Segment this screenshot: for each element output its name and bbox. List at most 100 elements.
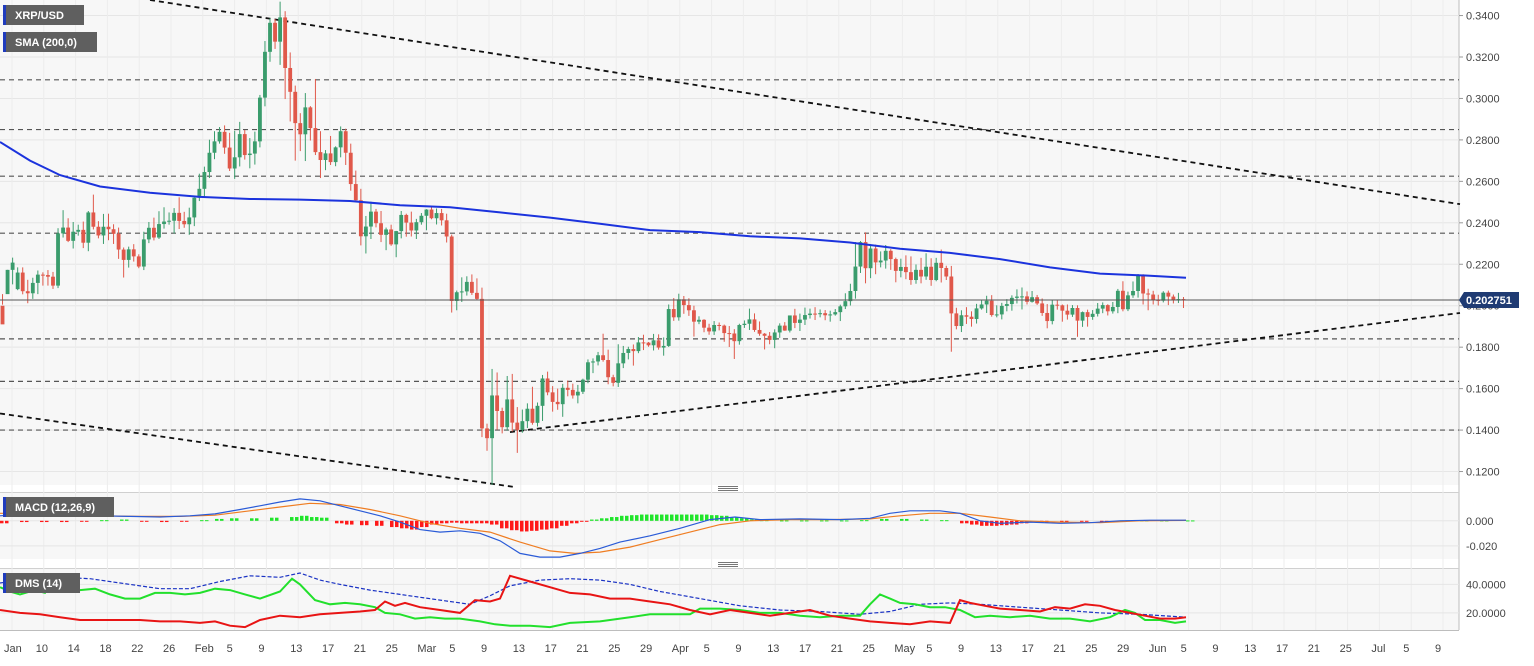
candle-body (823, 313, 828, 316)
drag-handle-icon[interactable] (718, 486, 738, 491)
macd-panel-background (0, 492, 1459, 559)
candle-body (1131, 291, 1135, 296)
candle-body (868, 248, 873, 269)
candle-body (353, 184, 358, 201)
macd-histogram-bar (885, 518, 889, 521)
candle-body (954, 313, 959, 327)
trendline (149, 0, 1461, 206)
macd-histogram-bar (485, 520, 489, 524)
candle-body (974, 308, 979, 319)
macd-histogram-bar (980, 520, 984, 526)
candle-body (540, 378, 545, 406)
macd-histogram-bar (275, 517, 279, 521)
macd-histogram-bar (495, 520, 499, 525)
macd-histogram-bar (505, 520, 509, 529)
macd-histogram-bar (270, 517, 274, 521)
macd-histogram-bar (165, 520, 169, 523)
candle-body (979, 304, 984, 309)
candle-body (848, 291, 853, 302)
candle-body (1055, 304, 1060, 306)
macd-histogram-bar (310, 517, 314, 521)
macd-histogram-bar (600, 518, 604, 521)
candle-body (35, 274, 40, 283)
time-tick-label: 9 (735, 643, 741, 655)
candle-body (838, 306, 843, 313)
price-axis: 0.12000.14000.16000.18000.20000.22000.24… (1459, 11, 1500, 479)
macd-histogram-bar (820, 520, 824, 522)
candle-body (863, 242, 868, 269)
candle-body (152, 227, 156, 238)
candle-body (490, 395, 494, 439)
macd-histogram-bar (230, 518, 234, 521)
price-tick-label: 0.2200 (1466, 259, 1500, 271)
candle-body (1025, 296, 1029, 302)
candle-body (278, 17, 283, 42)
candle-body (25, 291, 30, 294)
macd-histogram-bar (445, 520, 449, 524)
candle-body (485, 428, 489, 439)
candle-body (853, 266, 858, 291)
candle-body (747, 319, 752, 324)
macd-histogram-bar (680, 514, 684, 521)
candle-body (1065, 310, 1070, 315)
time-axis: Jan 10 14 18 22 26 Feb 5 9 13 17 21 25 Mar 5 9 13 17 21 25 2… (4, 643, 1441, 655)
time-tick-label: 21 (1308, 643, 1320, 655)
candle-body (520, 421, 525, 430)
time-tick-label: 5 (1181, 643, 1187, 655)
macd-histogram-bar (470, 520, 474, 524)
macd-histogram-bar (235, 518, 239, 521)
macd-histogram-bar (580, 520, 584, 522)
macd-indicator-label[interactable]: MACD (12,26,9) (3, 497, 114, 517)
macd-histogram-bar (700, 514, 704, 521)
candle-body (429, 209, 434, 219)
candle-body (1050, 304, 1055, 322)
drag-handle-icon[interactable] (718, 562, 738, 567)
dms-indicator-label[interactable]: DMS (14) (3, 573, 80, 593)
candle-body (737, 324, 742, 342)
candle-body (500, 411, 505, 428)
sma-indicator-label[interactable]: SMA (200,0) (3, 32, 97, 52)
time-tick-label: 9 (258, 643, 264, 655)
candle-body (439, 213, 444, 221)
macd-line (0, 498, 1186, 558)
candle-body (1080, 312, 1085, 321)
candle-body (575, 391, 580, 396)
candle-body (752, 319, 757, 330)
time-tick-label: 14 (68, 643, 80, 655)
macd-histogram-bar (350, 520, 354, 525)
time-tick-label: Jan (4, 643, 22, 655)
candle-body (570, 389, 575, 396)
candle-body (924, 266, 929, 277)
dms-panel-background (0, 568, 1459, 630)
price-tick-label: 0.2800 (1466, 135, 1500, 147)
candle-body (343, 131, 348, 153)
candle-body (702, 319, 706, 328)
candle-body (944, 267, 949, 277)
macd-histogram-bar (20, 520, 24, 523)
candle-body (162, 221, 166, 225)
candle-body (1161, 292, 1166, 301)
dms-tick-label: 40.0000 (1466, 579, 1506, 591)
candle-body (263, 51, 267, 98)
candle-body (434, 213, 439, 219)
macd-histogram-bar (125, 519, 129, 521)
candle-body (1030, 297, 1034, 302)
candle-body (1004, 304, 1009, 306)
time-tick-label: 13 (990, 643, 1002, 655)
macd-histogram-bar (400, 520, 404, 529)
macd-histogram-bar (545, 520, 549, 530)
macd-histogram-bar (630, 515, 634, 521)
macd-histogram-bar (675, 514, 679, 521)
candle-body (1151, 294, 1156, 300)
candle-body (858, 242, 863, 267)
candle-body (767, 335, 772, 340)
macd-histogram-bar (85, 520, 89, 522)
macd-histogram-bar (40, 520, 44, 523)
macd-histogram-bar (250, 518, 254, 521)
candle-body (257, 97, 262, 142)
time-tick-label: 13 (1244, 643, 1256, 655)
macd-histogram-bar (220, 518, 224, 521)
macd-histogram-bar (1085, 520, 1089, 522)
minus-di-line (0, 574, 1187, 629)
candle-body (126, 249, 131, 260)
